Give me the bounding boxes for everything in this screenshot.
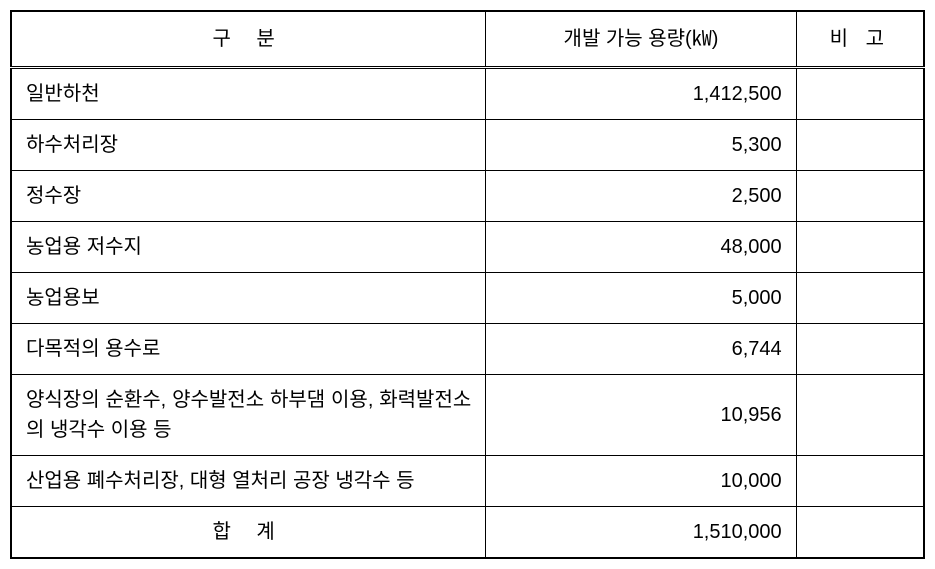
cell-remarks [796, 324, 924, 375]
header-category: 구 분 [11, 11, 486, 68]
cell-category: 산업용 폐수처리장, 대형 열처리 공장 냉각수 등 [11, 456, 486, 507]
table-header-row: 구 분 개발 가능 용량(㎾) 비 고 [11, 11, 924, 68]
table-row: 농업용보 5,000 [11, 273, 924, 324]
cell-capacity: 1,412,500 [486, 68, 796, 120]
cell-remarks [796, 171, 924, 222]
table-row: 하수처리장 5,300 [11, 120, 924, 171]
table-row: 농업용 저수지 48,000 [11, 222, 924, 273]
cell-total-remarks [796, 507, 924, 559]
table-row: 일반하천 1,412,500 [11, 68, 924, 120]
cell-capacity: 10,000 [486, 456, 796, 507]
table-row: 정수장 2,500 [11, 171, 924, 222]
cell-capacity: 5,300 [486, 120, 796, 171]
cell-remarks [796, 375, 924, 456]
cell-remarks [796, 68, 924, 120]
cell-remarks [796, 222, 924, 273]
capacity-table-wrapper: 구 분 개발 가능 용량(㎾) 비 고 일반하천 1,412,500 하수처리장… [10, 10, 925, 559]
header-capacity: 개발 가능 용량(㎾) [486, 11, 796, 68]
cell-capacity: 10,956 [486, 375, 796, 456]
cell-remarks [796, 456, 924, 507]
header-remarks: 비 고 [796, 11, 924, 68]
cell-total-label: 합 계 [11, 507, 486, 559]
table-row: 산업용 폐수처리장, 대형 열처리 공장 냉각수 등 10,000 [11, 456, 924, 507]
cell-category: 양식장의 순환수, 양수발전소 하부댐 이용, 화력발전소의 냉각수 이용 등 [11, 375, 486, 456]
table-total-row: 합 계 1,510,000 [11, 507, 924, 559]
cell-category: 농업용 저수지 [11, 222, 486, 273]
cell-category: 다목적의 용수로 [11, 324, 486, 375]
cell-total-capacity: 1,510,000 [486, 507, 796, 559]
cell-capacity: 2,500 [486, 171, 796, 222]
table-row: 양식장의 순환수, 양수발전소 하부댐 이용, 화력발전소의 냉각수 이용 등 … [11, 375, 924, 456]
capacity-table: 구 분 개발 가능 용량(㎾) 비 고 일반하천 1,412,500 하수처리장… [10, 10, 925, 559]
cell-capacity: 6,744 [486, 324, 796, 375]
cell-category: 일반하천 [11, 68, 486, 120]
cell-remarks [796, 120, 924, 171]
table-row: 다목적의 용수로 6,744 [11, 324, 924, 375]
cell-category: 하수처리장 [11, 120, 486, 171]
cell-capacity: 48,000 [486, 222, 796, 273]
cell-category: 농업용보 [11, 273, 486, 324]
cell-category: 정수장 [11, 171, 486, 222]
cell-remarks [796, 273, 924, 324]
cell-capacity: 5,000 [486, 273, 796, 324]
